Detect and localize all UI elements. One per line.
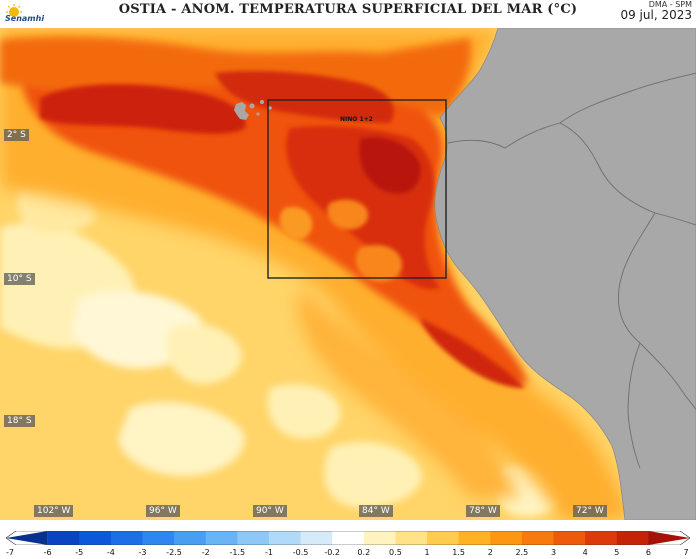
- lon-label-84w: 84° W: [359, 505, 393, 517]
- map-canvas: [0, 28, 696, 520]
- country-borders: [447, 72, 696, 469]
- colorbar-segment: [648, 531, 690, 545]
- colorbar-segment: [205, 531, 238, 545]
- lat-label-18s: 18° S: [4, 415, 35, 427]
- land-south-america: [434, 28, 696, 520]
- colorbar-tick-labels: -7 -6 -5 -4 -3 -2.5 -2 -1.5 -1 -0.5 -0.2 0.2 0.5 1 1.5…: [0, 548, 696, 559]
- lon-label-102w: 102° W: [34, 505, 74, 517]
- colorbar-tick-label: 2.5: [515, 548, 529, 557]
- box-pockets: [279, 199, 403, 283]
- colorbar-tick-label: -3: [138, 548, 147, 557]
- colorbar-tick-label: 5: [614, 548, 620, 557]
- agency-label: DMA - SPM: [648, 0, 692, 9]
- lon-label-78w: 78° W: [466, 505, 500, 517]
- colorbar-tick-label: -0.2: [324, 548, 340, 557]
- colorbar-segment: [110, 531, 143, 545]
- senamhi-logo-icon: [6, 4, 22, 17]
- nino-box-label: NINO 1+2: [340, 116, 373, 123]
- colorbar-segment: [363, 531, 396, 545]
- colorbar-segment: [142, 531, 175, 545]
- colorbar-tick-label: 2: [487, 548, 493, 557]
- galapagos-islands: [234, 100, 272, 120]
- colorbar-tick-label: 1: [424, 548, 430, 557]
- colorbar-tick-label: -4: [106, 548, 115, 557]
- lat-label-10s: 10° S: [4, 273, 35, 285]
- logo-text: Senamhi: [5, 14, 45, 23]
- colorbar: [6, 531, 690, 545]
- nino-box: [267, 99, 447, 279]
- colorbar-tick-label: 0.2: [357, 548, 371, 557]
- colorbar-segment: [427, 531, 460, 545]
- colorbar-tick-label: 7: [683, 548, 689, 557]
- colorbar-segment: [616, 531, 649, 545]
- colorbar-segment: [332, 531, 365, 545]
- lon-label-90w: 90° W: [253, 505, 287, 517]
- colorbar-tick-label: 3: [550, 548, 557, 557]
- header: Senamhi OSTIA - ANOM. TEMPERATURA SUPERF…: [0, 0, 696, 28]
- colorbar-segment: [521, 531, 555, 545]
- colorbar-tick-label: 4: [582, 548, 588, 557]
- colorbar-tick-label: 6: [645, 548, 651, 557]
- colorbar-segment: [458, 531, 491, 545]
- colorbar-segment: [237, 531, 270, 545]
- colorbar-tick-label: -7: [6, 548, 14, 557]
- sst-anomaly-map: NINO 1+2 2° S 10° S 18° S 102° W 96° W 9…: [0, 28, 696, 520]
- colorbar-segment: [395, 531, 428, 545]
- colorbar-tick-label: -0.5: [292, 548, 309, 557]
- colorbar-tick-label: -1: [264, 548, 273, 557]
- colorbar-segment: [300, 531, 333, 545]
- colorbar-segment: [6, 531, 48, 545]
- colorbar-segment: [585, 531, 618, 545]
- colorbar-tick-label: -5: [75, 548, 84, 557]
- colorbar-segment: [553, 531, 586, 545]
- colorbar-segment: [268, 531, 302, 545]
- colorbar-segment: [490, 531, 523, 545]
- colorbar-segment: [47, 531, 80, 545]
- colorbar-tick-label: -6: [43, 548, 52, 557]
- colorbar-tick-label: -2: [201, 548, 210, 557]
- colorbar-tick-label: -1.5: [229, 548, 246, 557]
- colorbar-segment: [79, 531, 112, 545]
- lon-label-72w: 72° W: [573, 505, 607, 517]
- colorbar-tick-label: 1.5: [452, 548, 466, 557]
- colorbar-segment: [174, 531, 207, 545]
- colorbar-tick-label: 0.5: [389, 548, 402, 557]
- date-label: 09 jul, 2023: [620, 8, 692, 22]
- lat-label-2s: 2° S: [4, 129, 29, 141]
- map-title: OSTIA - ANOM. TEMPERATURA SUPERFICIAL DE…: [118, 2, 578, 17]
- lon-label-96w: 96° W: [146, 505, 180, 517]
- colorbar-tick-label: -2.5: [166, 548, 182, 557]
